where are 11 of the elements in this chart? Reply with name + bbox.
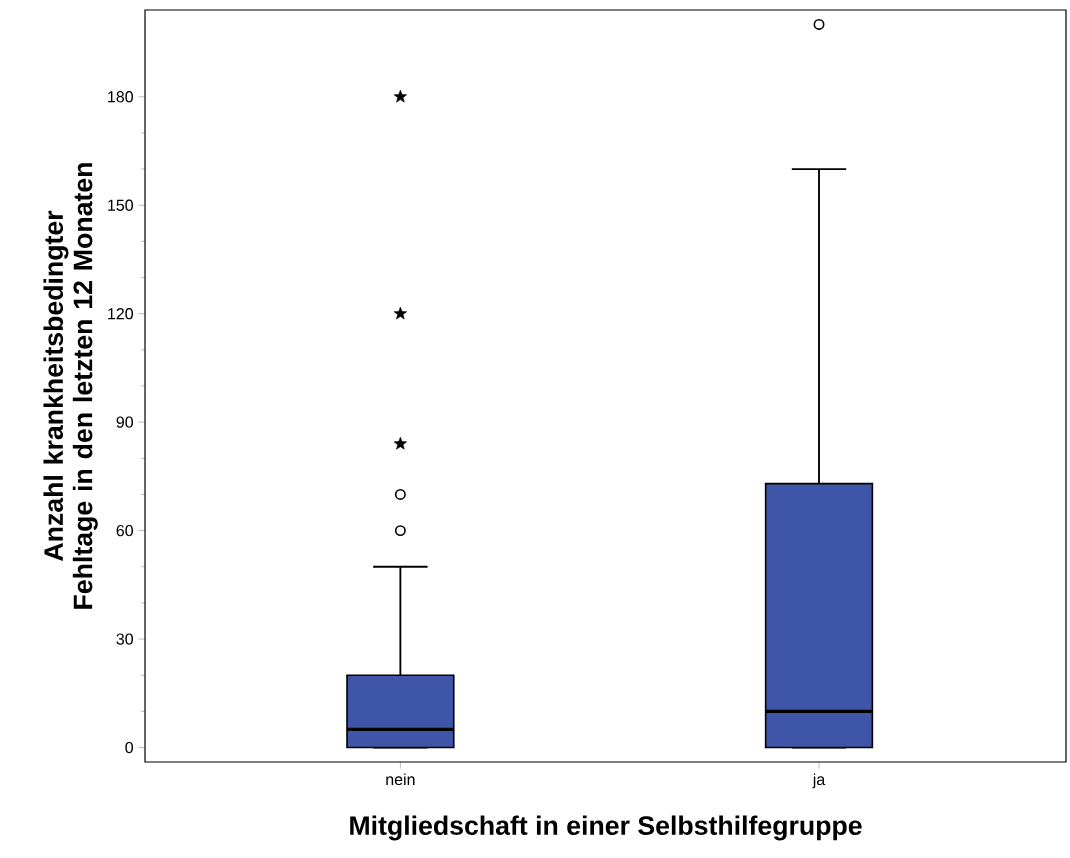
y-tick-label: 90: [116, 416, 134, 428]
y-tick-label: 0: [125, 741, 134, 754]
y-axis-title: Anzahl krankheitsbedingter Fehltage in den letzten 12 Monaten: [43, 163, 98, 609]
y-tick-label: 120: [108, 308, 133, 320]
x-tick-label: ja: [812, 773, 826, 789]
y-tick-label: 30: [116, 633, 134, 645]
x-axis-title: Mitgliedschaft in einer Selbsthilfegruppe: [350, 815, 862, 841]
y-tick-label: 60: [116, 524, 134, 537]
x-tick-label: nein: [386, 773, 415, 786]
y-tick-label: 180: [108, 91, 133, 103]
y-tick-label: 150: [108, 199, 133, 211]
